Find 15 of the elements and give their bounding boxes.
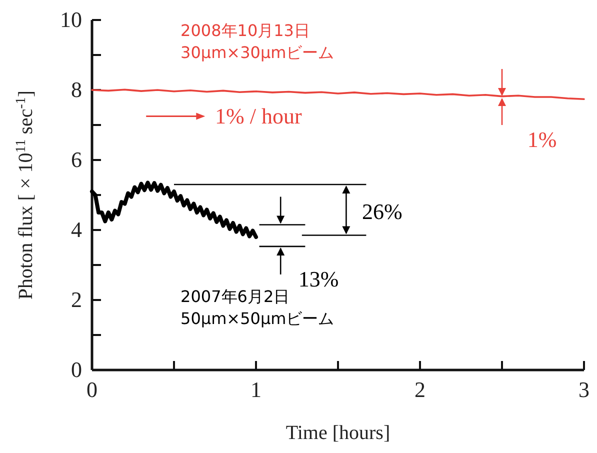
annotation: 1% / hour xyxy=(215,103,302,128)
x-tick-label: 3 xyxy=(578,377,590,402)
y-tick-label: 10 xyxy=(60,7,82,32)
annotation: 26% xyxy=(362,198,402,224)
y-tick-label: 6 xyxy=(71,147,82,172)
y-tick-label: 2 xyxy=(71,287,82,312)
x-tick-label: 2 xyxy=(414,377,426,402)
series-label: 2008年10月13日 30μm×30μmビーム xyxy=(180,20,334,62)
x-tick-label: 1 xyxy=(250,377,262,402)
annotation: 1% xyxy=(527,127,557,152)
x-axis-title: Time [hours] xyxy=(286,422,390,444)
y-tick-label: 8 xyxy=(71,77,82,102)
x-tick-label: 0 xyxy=(86,377,98,402)
y-tick-label: 4 xyxy=(71,217,82,242)
y-tick-label: 0 xyxy=(71,357,82,382)
